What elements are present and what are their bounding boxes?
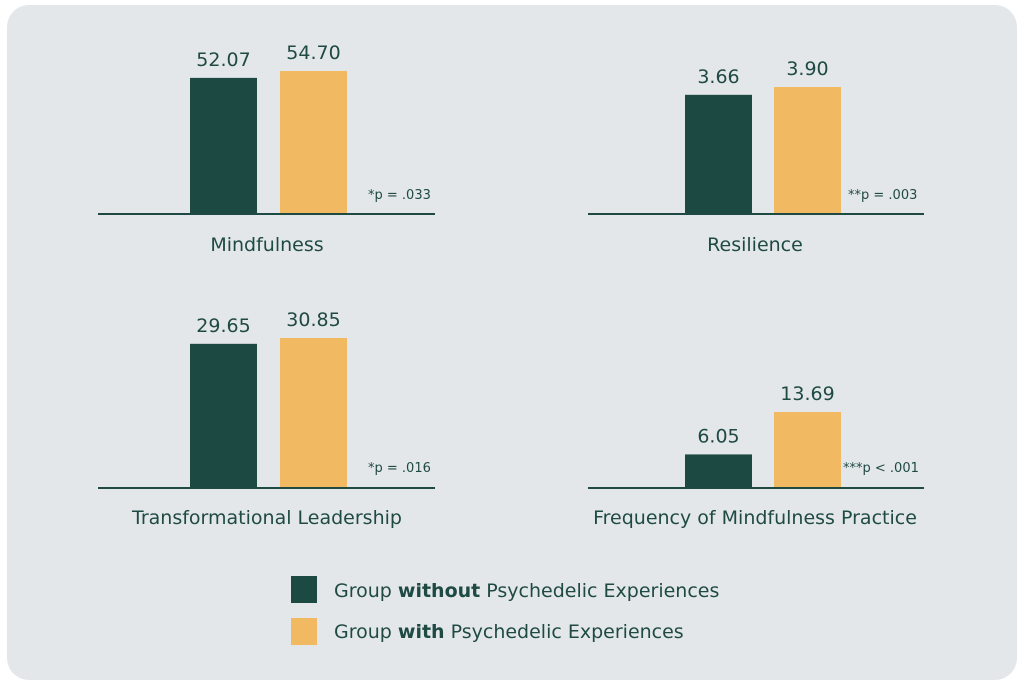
legend-label-with: Group with Psychedelic Experiences (334, 621, 684, 643)
bar (280, 338, 347, 488)
chart-title: Transformational Leadership (131, 507, 402, 529)
data-label: 30.85 (286, 309, 340, 331)
chart-panel (7, 5, 1017, 680)
chart-1: 52.07 54.70 *p = .033 Mindfulness (98, 42, 435, 256)
bar (685, 454, 752, 488)
legend-without-suffix: Psychedelic Experiences (480, 580, 719, 602)
data-label: 3.90 (786, 58, 828, 80)
chart-title: Resilience (707, 234, 803, 256)
legend-swatch-with (291, 618, 317, 645)
data-label: 52.07 (196, 49, 250, 71)
legend-label-without: Group without Psychedelic Experiences (334, 580, 719, 602)
chart-3: 29.65 30.85 *p = .016 Transformational Lead… (98, 309, 435, 529)
data-label: 29.65 (196, 315, 250, 337)
legend-with-bold: with (398, 621, 445, 643)
data-label: 3.66 (697, 66, 739, 88)
legend-with-suffix: Psychedelic Experiences (445, 621, 684, 643)
bar (190, 77, 257, 214)
p-value-annotation: ***p < .001 (843, 461, 919, 476)
charts-layer: 52.07 54.70 *p = .033 Mindfulness 3.66 3.90 **… (98, 42, 924, 529)
bar (190, 343, 257, 488)
legend-without-prefix: Group (334, 580, 398, 602)
legend: Group without Psychedelic Experiences Gr… (291, 576, 719, 645)
p-value-annotation: **p = .003 (848, 188, 917, 203)
bar (774, 412, 841, 488)
bar (280, 71, 347, 214)
p-value-annotation: *p = .016 (368, 461, 431, 476)
p-value-annotation: *p = .033 (368, 188, 431, 203)
chart-title: Frequency of Mindfulness Practice (593, 507, 917, 529)
data-label: 13.69 (780, 383, 834, 405)
data-label: 6.05 (697, 425, 739, 447)
bar (774, 87, 841, 214)
chart-title: Mindfulness (210, 234, 323, 256)
bar (685, 94, 752, 214)
legend-swatch-without (291, 576, 317, 603)
data-label: 54.70 (286, 42, 340, 64)
legend-without-bold: without (398, 580, 480, 602)
legend-with-prefix: Group (334, 621, 398, 643)
chart-2: 3.66 3.90 **p = .003 Resilience (588, 58, 924, 256)
chart-4: 6.05 13.69 ***p < .001 Frequency of Mindful… (588, 383, 924, 529)
